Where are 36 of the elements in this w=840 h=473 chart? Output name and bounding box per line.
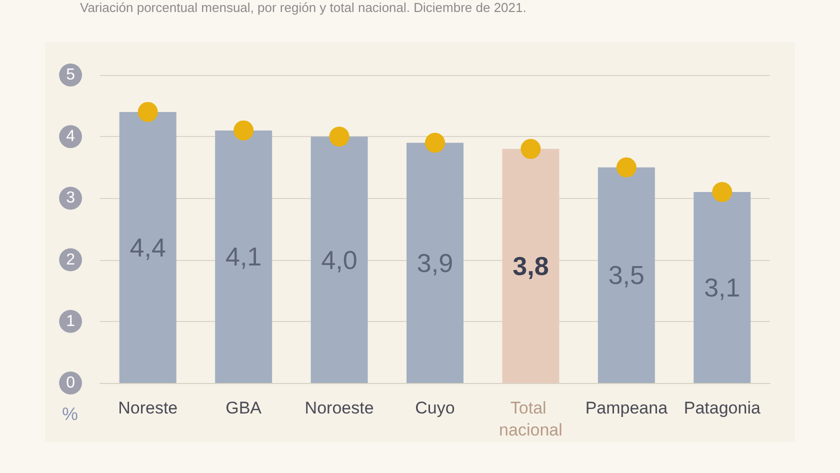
bar — [502, 148, 560, 383]
bar — [598, 167, 655, 383]
x-tick-label: Pampeana — [585, 398, 668, 418]
x-tick-label: Patagonia — [684, 398, 761, 418]
y-tick-label: 4 — [66, 128, 76, 146]
x-tick-label: GBA — [226, 398, 262, 418]
data-label: 3,1 — [704, 272, 740, 303]
data-label: 4,1 — [225, 242, 262, 272]
x-tick-label: Total nacional — [499, 398, 562, 440]
point — [520, 138, 541, 159]
point — [329, 126, 350, 147]
point — [234, 120, 254, 140]
point — [616, 157, 636, 178]
chart-subtitle: Variación porcentual mensual, por región y total nacional. Diciembre de 2021. — [80, 0, 526, 15]
x-tick-label: Noreste — [118, 398, 178, 418]
bar — [215, 130, 272, 383]
bar — [406, 142, 464, 383]
y-tick-label: 5 — [66, 66, 76, 84]
data-label: 3,9 — [416, 248, 454, 278]
y-tick-label: 1 — [66, 312, 76, 330]
y-axis-title: % — [62, 404, 78, 424]
data-label: 3,8 — [512, 250, 549, 281]
data-label: 4,0 — [321, 244, 358, 275]
x-tick-label: Noroeste — [304, 398, 374, 418]
point — [425, 132, 445, 153]
data-label: 3,5 — [608, 260, 645, 290]
y-tick-label: 0 — [66, 374, 76, 392]
data-label: 4,4 — [130, 232, 166, 262]
y-tick-label: 2 — [66, 251, 76, 268]
x-tick-label: Cuyo — [415, 398, 455, 418]
bar — [119, 112, 176, 383]
y-tick-label: 3 — [66, 190, 76, 207]
bar — [310, 136, 368, 383]
point — [138, 102, 158, 122]
point — [712, 182, 732, 202]
bar — [694, 192, 751, 383]
